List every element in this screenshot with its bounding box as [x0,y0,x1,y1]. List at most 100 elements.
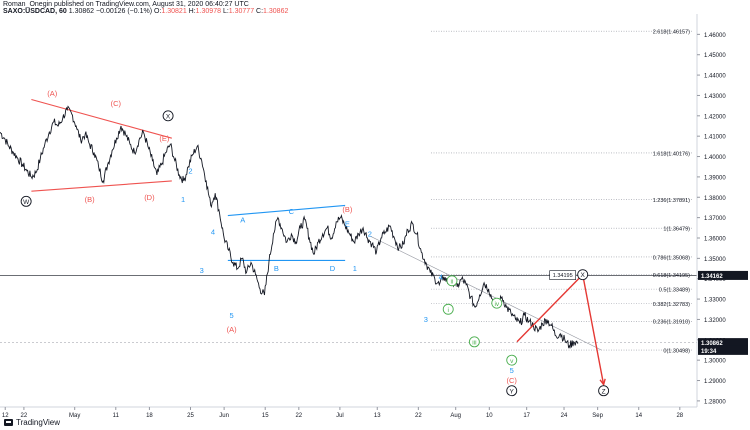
x-tick-label: 22 [415,413,422,419]
fibonacci-levels: 2.618(1.46157) 1.618(1.40176) 1.236(1.3789… [0,29,697,354]
axes: 1.46000 1.45000 1.44000 1.43000 1.42000 1.410… [0,14,748,419]
wave-label: 3 [200,266,204,275]
price-change: −0.00126 (−0.1%) [96,8,153,15]
price-series [0,105,579,349]
wave-circle [506,385,518,397]
y-tick-label: 1.29000 [704,379,726,385]
y-tick-label: 1.35000 [704,257,726,263]
x-tick-label: 10 [486,413,493,419]
author-line: Roman_Onegin published on TradingView.co… [3,1,249,8]
price-axis-badge [698,338,748,348]
wave-circle [577,269,589,281]
trendline [369,235,602,351]
wave-label: (B) [85,195,96,204]
x-tick-label: 18 [146,413,153,419]
wave-label: W [23,199,30,206]
fib-level-label: 0(1.30498) [663,348,690,354]
target-price-label: 1.34195 [553,273,573,279]
wave-label: 5 [230,311,234,320]
x-tick-label: 22 [21,413,28,419]
wave-label: v [510,358,514,365]
wave-label: iii [472,339,476,346]
y-tick-label: 1.34000 [704,277,726,283]
wave-label: iv [494,301,499,308]
wave-label: C [289,207,295,216]
x-tick-label: 17 [523,413,530,419]
symbol-line: SAXO:USDCAD, 60 1.30862 −0.00126 (−0.1%)… [3,8,288,16]
x-tick-label: 11 [113,413,120,419]
tradingview-logo[interactable]: TradingView [4,418,60,427]
wave-label: B [274,264,279,273]
fib-level-label: 1.618(1.40176) [653,151,690,157]
y-tick-label: 1.38000 [704,196,726,202]
fib-level-label: 0.382(1.32783) [653,302,690,308]
projection-path: 1.34195 [516,270,606,387]
wave-label: 4 [439,272,443,281]
price-axis-badge-label: 1.34162 [701,274,723,280]
fib-level-label: 2.618(1.46157) [653,29,690,35]
wave-label: (B) [342,205,353,214]
close-label: C: [256,8,264,15]
y-tick-label: 1.45000 [704,53,726,59]
fib-level-label: 0.5(1.33489) [659,287,690,293]
wave-label: A [240,215,245,224]
fib-level-label: 0.618(1.34195) [653,273,690,279]
y-tick-label: 1.44000 [704,74,726,80]
x-tick-label: Jun [219,413,229,419]
wave-label: (D) [144,193,155,202]
wave-label: 5 [510,366,514,375]
wave-label: (C) [111,99,122,108]
wave-label: (E) [159,134,170,143]
price-axis-badge [698,270,748,280]
fib-level-label: 1.236(1.37891) [653,198,690,204]
wave-circle [506,354,518,366]
wave-circle [162,110,174,122]
y-tick-label: 1.33000 [704,298,726,304]
wave-circle [491,297,503,309]
trendline [227,204,346,217]
projection-arrowhead [599,378,606,387]
wave-circle [598,385,610,397]
y-tick-label: 1.32000 [704,318,726,324]
wave-label: 1 [353,264,357,273]
price-axis-badge [698,345,748,355]
trendline [31,98,172,139]
target-price-box [549,270,577,280]
y-tick-label: 1.37000 [704,216,726,222]
y-tick-label: 1.43000 [704,94,726,100]
symbol-label: SAXO:USDCAD, 60 [3,8,67,15]
x-tick-label: Aug [450,413,461,419]
wave-label: i [448,307,449,314]
open-label: O: [154,8,162,15]
wave-label: Z [602,388,606,395]
x-tick-label: 15 [262,413,269,419]
fib-level-label: 1(1.36479) [663,227,690,233]
x-tick-label: 28 [676,413,683,419]
y-tick-label: 1.41000 [704,135,726,141]
fib-level-label: 0.786(1.35068) [653,255,690,261]
trendlines [31,98,602,351]
wave-label: 1 [181,195,185,204]
wave-labels: (A)(B)(C)(D)(E)WX12345(A)ABCD(B)E1234iii… [20,89,610,397]
high-value: 1.30978 [195,8,221,15]
x-tick-label: 22 [295,413,302,419]
wave-label: Y [510,388,515,395]
low-value: 1.30777 [228,8,255,15]
x-tick-label: Jul [336,413,344,419]
wave-label: X [166,113,171,120]
wave-label: 4 [211,227,215,236]
wave-label: 3 [424,315,428,324]
x-tick-label: 14 [635,413,642,419]
close-value: 1.30862 [263,8,289,15]
wave-circle [442,303,454,315]
open-value: 1.30821 [161,8,187,15]
y-tick-label: 1.46000 [704,33,726,39]
x-tick-label: 13 [374,413,381,419]
price-axis-badge-label: 1.30862 [701,341,723,347]
x-tick-label: 25 [187,413,194,419]
price-line [0,105,579,349]
y-tick-label: 1.42000 [704,114,726,120]
low-label: L: [222,8,229,15]
x-tick-label: May [69,413,80,419]
